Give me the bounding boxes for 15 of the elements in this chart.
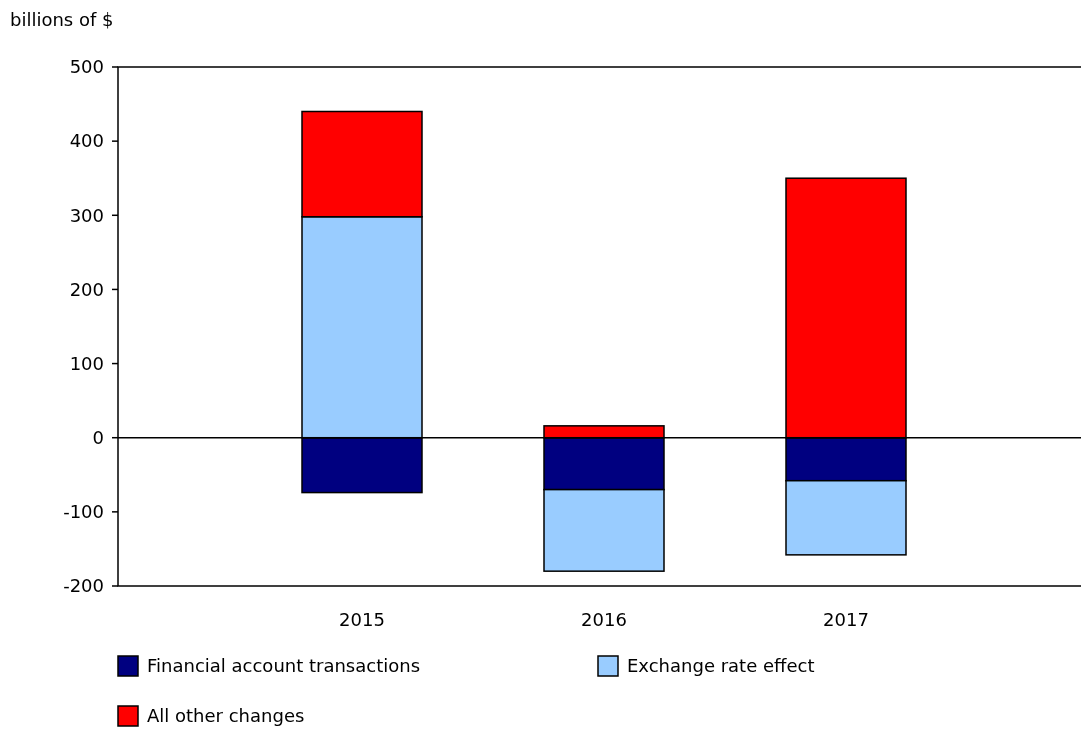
x-tick-label: 2016 xyxy=(581,609,627,630)
y-axis-title: billions of $ xyxy=(10,9,114,30)
y-tick-label: 300 xyxy=(69,204,104,226)
legend-label: Financial account transactions xyxy=(147,655,421,677)
y-tick-label: -200 xyxy=(63,575,104,597)
legend-label: All other changes xyxy=(147,705,305,727)
y-tick-label: 100 xyxy=(69,352,104,374)
x-tick-label: 2015 xyxy=(339,609,385,630)
y-tick-label: 500 xyxy=(69,56,104,78)
y-tick-label: 200 xyxy=(69,278,104,300)
legend-label: Exchange rate effect xyxy=(627,655,815,677)
y-tick-label: 0 xyxy=(92,427,104,449)
y-tick-label: 400 xyxy=(69,130,104,152)
x-tick-label: 2017 xyxy=(823,609,869,630)
y-tick-label: -100 xyxy=(63,501,104,523)
